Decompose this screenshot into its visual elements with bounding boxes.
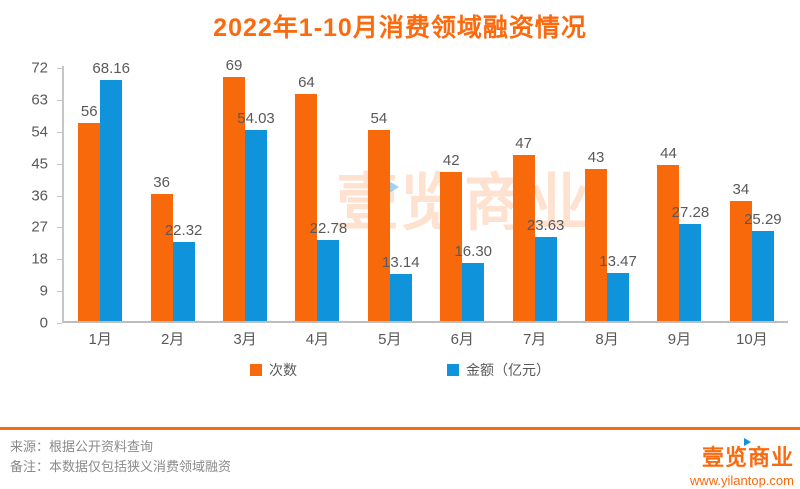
bar-value-label: 23.63 bbox=[526, 217, 565, 235]
bar-金额（亿元）-6月: 16.30 bbox=[454, 243, 492, 321]
bar-金额（亿元）-10月: 25.29 bbox=[744, 211, 782, 321]
chart-title: 2022年1-10月消费领域融资情况 bbox=[213, 14, 587, 42]
logo-name-text: 壹览商业 bbox=[701, 445, 794, 470]
x-axis-label: 9月 bbox=[667, 331, 692, 348]
bar-金额（亿元）-4月: 22.78 bbox=[310, 220, 347, 321]
legend: 次数 金额（亿元） bbox=[0, 360, 800, 380]
y-tick-mark bbox=[57, 259, 62, 261]
bar-value-label: 36 bbox=[153, 173, 170, 191]
y-tick-label: 72 bbox=[31, 59, 48, 77]
bar-金额（亿元）-5月: 13.14 bbox=[382, 254, 420, 321]
x-axis-label: 3月 bbox=[233, 331, 257, 348]
bar-次数-7月: 47 bbox=[512, 135, 535, 321]
bar-value-label: 56 bbox=[80, 102, 98, 120]
y-tick-label: 36 bbox=[31, 187, 48, 204]
legend-swatch-icon bbox=[447, 364, 459, 376]
x-axis-label: 1月 bbox=[88, 331, 112, 348]
bar-group-5月: 54 13.14 5月 bbox=[354, 66, 426, 348]
x-axis-label: 6月 bbox=[450, 331, 474, 348]
y-tick-mark bbox=[57, 131, 62, 133]
bar-group-3月: 69 54.03 3月 bbox=[209, 57, 281, 348]
bar-value-label: 64 bbox=[298, 74, 315, 92]
bar-value-label: 44 bbox=[660, 145, 677, 163]
logo-url: www.yilantop.com bbox=[689, 473, 794, 488]
logo-triangle-icon bbox=[743, 438, 751, 446]
x-axis-label: 4月 bbox=[305, 331, 330, 348]
y-tick-label: 27 bbox=[31, 218, 48, 236]
y-tick-label: 63 bbox=[31, 91, 48, 109]
y-tick-mark bbox=[57, 68, 62, 69]
bar-value-label: 13.47 bbox=[599, 253, 637, 271]
x-axis-label: 5月 bbox=[378, 331, 402, 348]
bar-value-label: 27.28 bbox=[671, 204, 710, 222]
bar-value-label: 47 bbox=[515, 134, 532, 152]
bar-value-label: 43 bbox=[587, 148, 605, 166]
bar-value-label: 22.32 bbox=[164, 221, 203, 239]
bar-金额（亿元）-8月: 13.47 bbox=[599, 253, 637, 321]
y-tick-mark bbox=[57, 163, 62, 165]
bar-次数-6月: 42 bbox=[440, 152, 463, 321]
bar-value-label: 22.78 bbox=[309, 220, 348, 238]
bar-次数-9月: 44 bbox=[657, 145, 680, 321]
legend-label: 次数 bbox=[269, 362, 297, 378]
y-tick-label: 0 bbox=[39, 314, 48, 332]
y-axis: 0 9 18 27 36 45 54 63 72 bbox=[0, 60, 62, 332]
bar-group-4月: 64 22.78 4月 bbox=[281, 66, 353, 348]
bar-value-label: 69 bbox=[225, 56, 243, 74]
y-tick-label: 45 bbox=[31, 155, 48, 173]
y-tick-mark bbox=[57, 195, 62, 197]
bar-value-label: 54 bbox=[370, 109, 388, 127]
source-block: 来源：根据公开资料查询 备注：本数据仅包括狭义消费领域融资 bbox=[10, 437, 231, 477]
bar-value-label: 13.14 bbox=[382, 254, 420, 272]
x-axis-label: 10月 bbox=[736, 331, 768, 348]
y-tick-mark bbox=[57, 99, 62, 101]
bar-次数-10月: 34 bbox=[729, 181, 752, 321]
y-tick-mark bbox=[57, 227, 62, 229]
legend-item: 金额（亿元） bbox=[447, 360, 550, 380]
brand-logo: 壹览商业 www.yilantop.com bbox=[689, 438, 794, 488]
logo-name: 壹览商业 bbox=[701, 438, 794, 472]
bar-金额（亿元）-1月: 68.16 bbox=[92, 60, 130, 321]
bar-group-7月: 47 23.63 7月 bbox=[498, 66, 570, 348]
legend-swatch-icon bbox=[250, 364, 262, 376]
bar-次数-5月: 54 bbox=[367, 110, 390, 321]
bar-次数-3月: 69 bbox=[223, 57, 246, 321]
legend-label: 金额（亿元） bbox=[466, 362, 550, 378]
bar-group-10月: 34 25.29 10月 bbox=[716, 66, 788, 348]
bar-次数-1月: 56 bbox=[78, 103, 101, 321]
y-tick-mark bbox=[57, 323, 62, 324]
footer-divider bbox=[0, 427, 800, 430]
bar-groups: 56 68.16 1月 36 22.32 2月 69 54.03 3月 64 22.78 4月 54 13… bbox=[64, 57, 788, 348]
bar-金额（亿元）-7月: 23.63 bbox=[527, 217, 564, 321]
x-axis-label: 2月 bbox=[160, 331, 185, 348]
plot-area: 56 68.16 1月 36 22.32 2月 69 54.03 3月 64 22.78 4月 54 13… bbox=[62, 57, 788, 348]
bar-value-label: 54.03 bbox=[237, 109, 275, 127]
bar-group-1月: 56 68.16 1月 bbox=[64, 60, 136, 348]
bar-value-label: 42 bbox=[442, 152, 460, 170]
y-tick-mark bbox=[57, 291, 62, 293]
bar-value-label: 16.30 bbox=[454, 243, 493, 261]
y-tick-label: 54 bbox=[31, 123, 48, 141]
bar-group-2月: 36 22.32 2月 bbox=[136, 66, 208, 348]
bar-次数-2月: 36 bbox=[150, 174, 173, 321]
bar-value-label: 25.29 bbox=[744, 211, 782, 229]
bar-金额（亿元）-2月: 22.32 bbox=[165, 222, 202, 321]
bar-金额（亿元）-9月: 27.28 bbox=[672, 204, 709, 321]
y-tick-label: 9 bbox=[39, 282, 48, 300]
bar-次数-8月: 43 bbox=[585, 149, 608, 321]
bar-金额（亿元）-3月: 54.03 bbox=[237, 110, 275, 321]
bar-group-9月: 44 27.28 9月 bbox=[643, 66, 715, 348]
bar-group-8月: 43 13.47 8月 bbox=[571, 66, 643, 348]
x-axis-label: 7月 bbox=[522, 331, 547, 348]
source-text: 来源：根据公开资料查询 bbox=[10, 439, 154, 454]
legend-item: 次数 bbox=[250, 360, 297, 380]
x-axis-label: 8月 bbox=[595, 331, 619, 348]
y-tick-label: 18 bbox=[31, 250, 48, 268]
bar-次数-4月: 64 bbox=[295, 74, 318, 321]
bar-value-label: 68.16 bbox=[92, 59, 130, 77]
bar-value-label: 34 bbox=[732, 180, 750, 198]
bar-group-6月: 42 16.30 6月 bbox=[426, 66, 498, 348]
note-text: 备注：本数据仅包括狭义消费领域融资 bbox=[10, 459, 232, 474]
